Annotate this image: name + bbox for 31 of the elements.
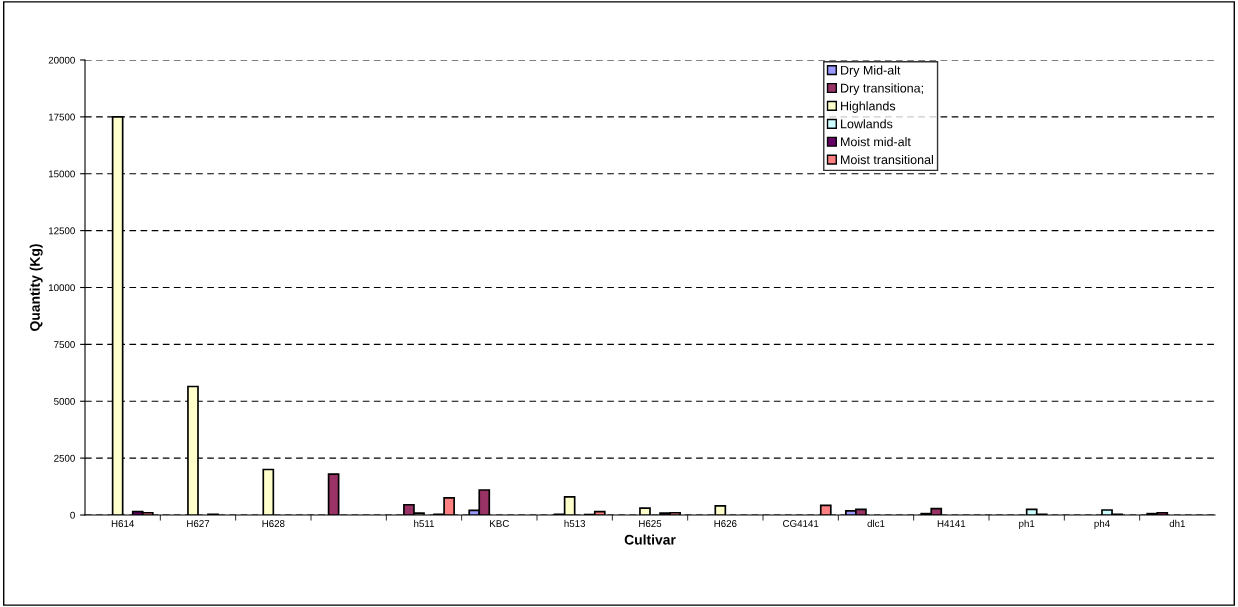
x-tick-label: dlc1 bbox=[867, 519, 885, 527]
legend-label: Highlands bbox=[841, 101, 896, 113]
y-tick-label: 12500 bbox=[48, 227, 75, 235]
y-tick-label: 7500 bbox=[54, 341, 75, 348]
legend-label: Moist mid-alt bbox=[841, 137, 911, 147]
legend-label: Dry transitiona; bbox=[841, 83, 923, 95]
x-axis-title: Cultivar bbox=[624, 534, 676, 545]
y-axis-title: Quantity (Kg) bbox=[29, 244, 43, 331]
x-tick-label: H614 bbox=[111, 520, 134, 527]
x-tick-label: H4141 bbox=[937, 520, 966, 527]
x-tick-label: H628 bbox=[262, 520, 285, 527]
x-tick-label: H627 bbox=[187, 520, 210, 527]
x-tick-label: h513 bbox=[564, 519, 586, 527]
x-tick-label: KBC bbox=[490, 520, 509, 527]
x-tick-label: CG4141 bbox=[783, 520, 819, 527]
legend-label: Dry Mid-alt bbox=[841, 65, 901, 78]
x-tick-label: ph1 bbox=[1019, 519, 1035, 529]
y-tick-label: 2500 bbox=[54, 454, 75, 462]
y-tick-label: 15000 bbox=[48, 170, 75, 178]
x-tick-label: dh1 bbox=[1169, 519, 1185, 527]
y-tick-label: 10000 bbox=[48, 284, 75, 292]
y-tick-label: 20000 bbox=[48, 56, 75, 64]
x-tick-label: H625 bbox=[639, 520, 662, 527]
y-tick-label: 5000 bbox=[54, 397, 75, 405]
y-tick-label: 0 bbox=[70, 511, 75, 519]
legend-label: Lowlands bbox=[841, 119, 893, 129]
x-tick-label: ph4 bbox=[1094, 519, 1110, 529]
x-tick-label: H626 bbox=[714, 520, 737, 527]
legend-label: Moist transitional bbox=[841, 154, 933, 165]
y-tick-label: 17500 bbox=[48, 113, 75, 121]
x-tick-label: h511 bbox=[414, 519, 434, 527]
